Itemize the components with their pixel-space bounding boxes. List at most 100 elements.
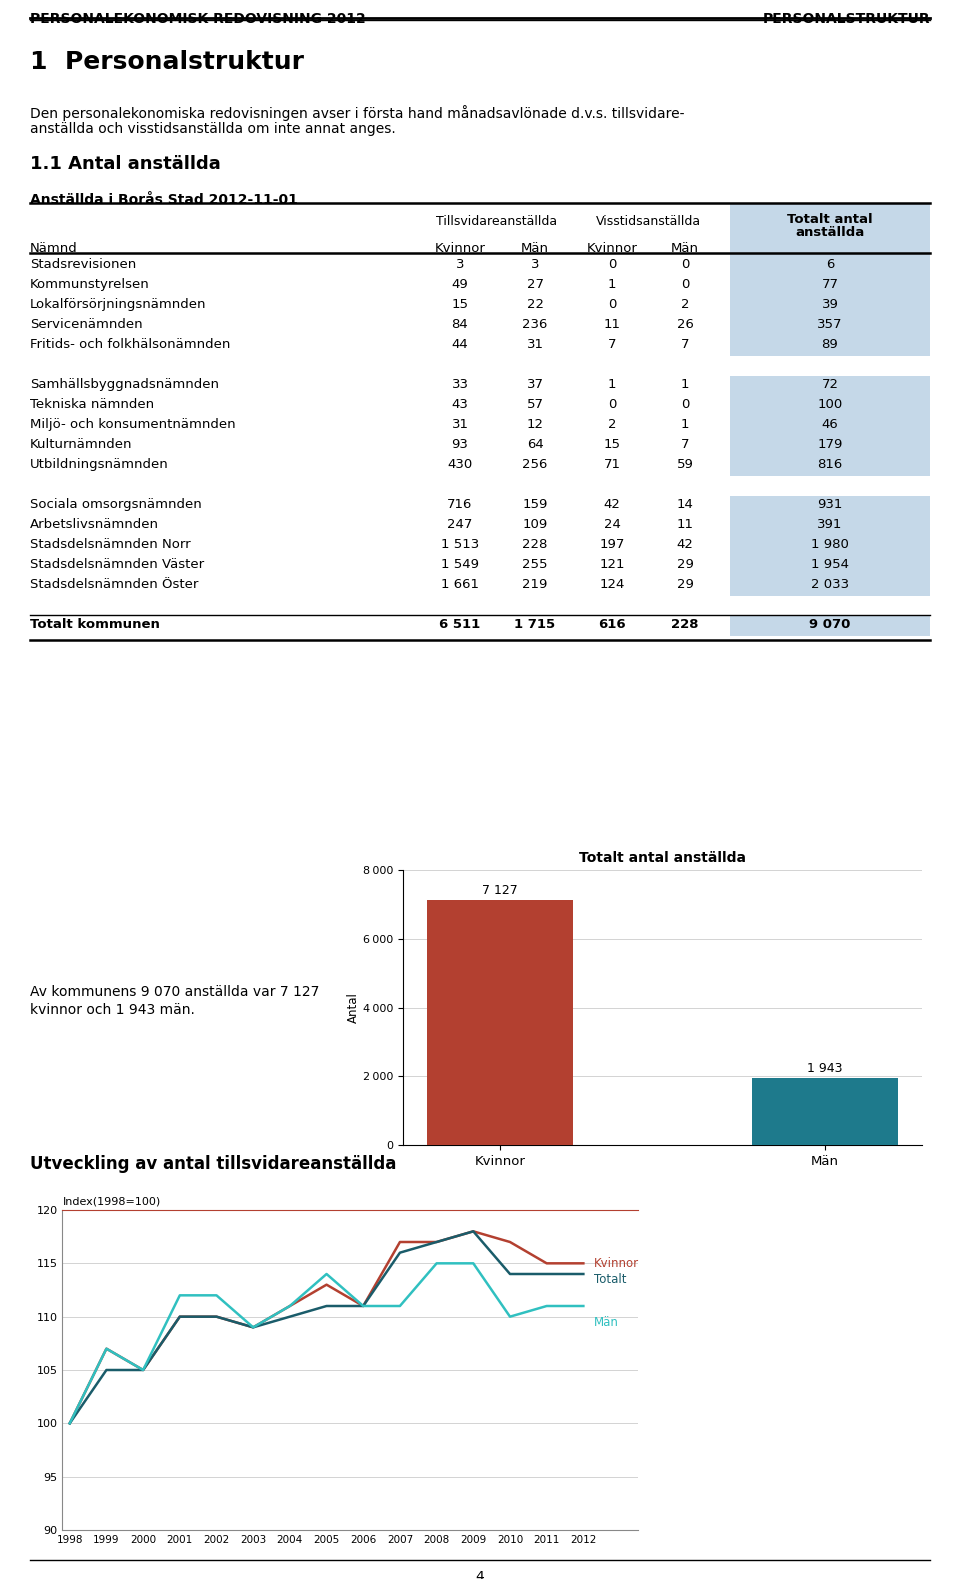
Totalt [468,1222,479,1241]
Text: 0: 0 [608,398,616,411]
Text: 3: 3 [531,257,540,272]
Text: 391: 391 [817,518,843,531]
Text: 1 943: 1 943 [807,1063,843,1075]
Text: 197: 197 [599,538,625,551]
Text: 12: 12 [526,418,543,431]
Line: Totalt: Totalt [70,1232,584,1423]
Text: 44: 44 [451,338,468,351]
Text: 1  Personalstruktur: 1 Personalstruktur [30,51,304,74]
Bar [730,295,930,316]
Text: 179: 179 [817,437,843,452]
Text: 1: 1 [608,278,616,291]
Text: Stadsdelsnämnden Öster: Stadsdelsnämnden Öster [30,578,199,591]
Bar [730,516,930,535]
Kvinnor [248,1318,259,1337]
Text: 11: 11 [604,317,620,332]
Text: 7 127: 7 127 [482,884,517,897]
Text: 39: 39 [822,298,838,311]
Text: anställda: anställda [796,226,865,238]
Text: Totalt kommunen: Totalt kommunen [30,617,160,632]
Text: 228: 228 [671,617,699,632]
Text: 1: 1 [681,418,689,431]
Kvinnor [211,1307,223,1326]
Bar [730,535,930,556]
Totalt [321,1296,332,1315]
Totalt [211,1307,223,1326]
Text: 26: 26 [677,317,693,332]
Män [64,1413,76,1432]
Kvinnor [468,1222,479,1241]
Text: 37: 37 [526,377,543,392]
Text: 247: 247 [447,518,472,531]
Text: Index(1998=100): Index(1998=100) [62,1197,160,1206]
Text: Lokalförsörjningsnämnden: Lokalförsörjningsnämnden [30,298,206,311]
Text: 46: 46 [822,418,838,431]
Text: Arbetslivsnämnden: Arbetslivsnämnden [30,518,159,531]
Text: Av kommunens 9 070 anställda var 7 127: Av kommunens 9 070 anställda var 7 127 [30,985,320,1000]
Text: 1 980: 1 980 [811,538,849,551]
Bar [730,396,930,415]
Text: 93: 93 [451,437,468,452]
Line: Kvinnor: Kvinnor [70,1232,584,1423]
Män [174,1285,185,1304]
Y-axis label: Antal: Antal [348,992,360,1023]
Text: 64: 64 [527,437,543,452]
Text: 77: 77 [822,278,838,291]
Text: 71: 71 [604,458,620,471]
Text: 59: 59 [677,458,693,471]
Bar [730,616,930,636]
Text: 7: 7 [608,338,616,351]
Kvinnor [431,1233,443,1252]
Text: Visstidsanställda: Visstidsanställda [595,215,701,227]
Bar [730,576,930,595]
Text: Kvinnor: Kvinnor [594,1257,639,1270]
Text: 31: 31 [526,338,543,351]
Kvinnor [578,1254,589,1273]
Text: PERSONALSTRUKTUR: PERSONALSTRUKTUR [762,13,930,25]
Totalt [540,1265,552,1284]
Totalt [395,1243,406,1262]
Kvinnor [137,1361,149,1380]
Bar [730,316,930,336]
Text: Sociala omsorgsnämnden: Sociala omsorgsnämnden [30,497,202,512]
Text: 2 033: 2 033 [811,578,849,591]
Text: 89: 89 [822,338,838,351]
Totalt [248,1318,259,1337]
Text: 9 070: 9 070 [809,617,851,632]
Text: Stadsdelsnämnden Norr: Stadsdelsnämnden Norr [30,538,191,551]
Bar [427,900,573,1145]
Text: 22: 22 [526,298,543,311]
Text: 0: 0 [681,257,689,272]
Text: 84: 84 [451,317,468,332]
Totalt [578,1265,589,1284]
Kvinnor [395,1233,406,1252]
Totalt [284,1307,296,1326]
Text: 4: 4 [475,1570,485,1579]
Text: 72: 72 [822,377,838,392]
Text: Män: Män [671,242,699,254]
Text: kvinnor och 1 943 män.: kvinnor och 1 943 män. [30,1003,195,1017]
Bar [730,204,930,283]
Totalt [431,1233,443,1252]
Bar [730,436,930,456]
Text: Den personalekonomiska redovisningen avser i första hand månadsavlönade d.v.s. t: Den personalekonomiska redovisningen avs… [30,104,684,122]
Text: 7: 7 [681,437,689,452]
Kvinnor [284,1296,296,1315]
Text: 31: 31 [451,418,468,431]
Text: 228: 228 [522,538,548,551]
Text: Totalt: Totalt [594,1273,627,1285]
Text: 33: 33 [451,377,468,392]
Title: Totalt antal anställda: Totalt antal anställda [579,851,746,865]
Line: Män: Män [70,1263,584,1423]
Text: 2: 2 [681,298,689,311]
Text: 15: 15 [604,437,620,452]
Text: Utveckling av antal tillsvidareanställda: Utveckling av antal tillsvidareanställda [30,1154,396,1173]
Text: 43: 43 [451,398,468,411]
Text: 931: 931 [817,497,843,512]
Män [504,1307,516,1326]
Text: 1 549: 1 549 [441,557,479,572]
Text: 1: 1 [608,377,616,392]
Text: 2: 2 [608,418,616,431]
Män [357,1296,369,1315]
Män [395,1296,406,1315]
